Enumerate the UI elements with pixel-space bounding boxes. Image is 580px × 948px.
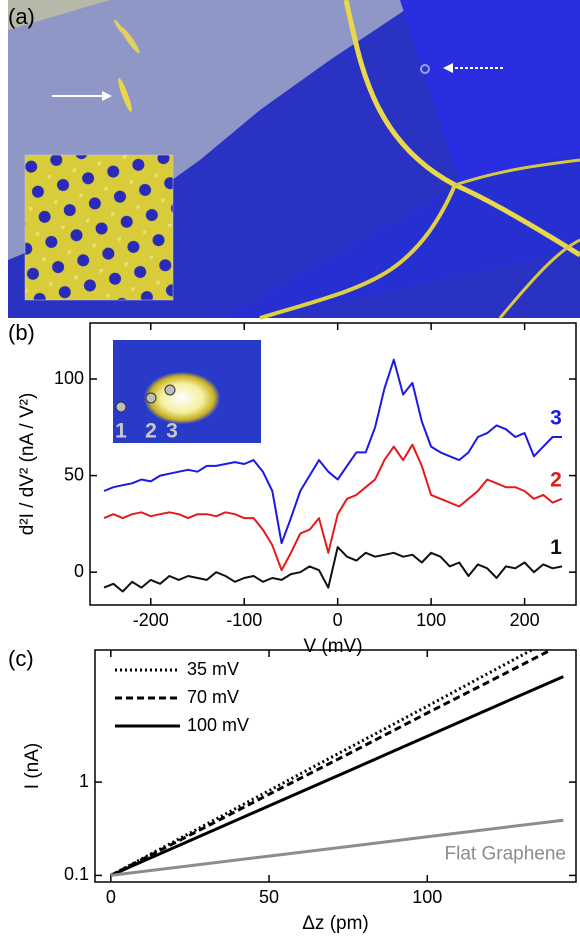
series-line [103, 358, 562, 545]
x-axis-label: V (mV) [303, 636, 362, 657]
panel-label: (a) [8, 4, 35, 29]
inset-image [113, 340, 261, 443]
y-tick-label: 0.1 [64, 864, 89, 884]
panel-label: (c) [8, 646, 34, 671]
inset-label: 1 [115, 420, 127, 443]
y-tick-label: 100 [54, 368, 84, 388]
x-tick-label: -200 [133, 610, 169, 630]
inset-label: 2 [145, 420, 157, 443]
x-tick-label: 50 [259, 887, 279, 907]
y-tick-label: 50 [64, 464, 84, 484]
series-line [103, 546, 563, 593]
x-tick-label: 0 [333, 610, 343, 630]
x-tick-label: -100 [226, 610, 262, 630]
stm-image [8, 0, 580, 320]
x-tick-label: 100 [416, 610, 446, 630]
x-axis-label: Δz (pm) [302, 913, 369, 934]
y-tick-label: 0 [74, 561, 84, 581]
series-label: Flat Graphene [445, 843, 566, 864]
series-label: 2 [550, 468, 562, 491]
y-axis-label: d²I / dV² (nA / V²) [17, 393, 38, 536]
legend-label: 35 mV [187, 659, 239, 679]
x-tick-label: 0 [106, 887, 116, 907]
series-label: 1 [550, 536, 562, 559]
x-tick-label: 200 [510, 610, 540, 630]
series-line [110, 648, 552, 877]
panel-label: (b) [8, 320, 35, 345]
x-tick-label: 100 [412, 887, 442, 907]
plot-frame [89, 322, 577, 606]
legend-label: 100 mV [187, 715, 249, 735]
inset-label: 3 [166, 420, 178, 443]
series-line [110, 675, 564, 877]
plot-frame [94, 649, 577, 883]
series-label: 3 [550, 407, 562, 430]
series-line [110, 818, 564, 877]
y-axis-label: I (nA) [22, 743, 43, 789]
y-tick-label: 1 [79, 771, 89, 791]
series-line [103, 443, 563, 572]
legend-label: 70 mV [187, 687, 239, 707]
